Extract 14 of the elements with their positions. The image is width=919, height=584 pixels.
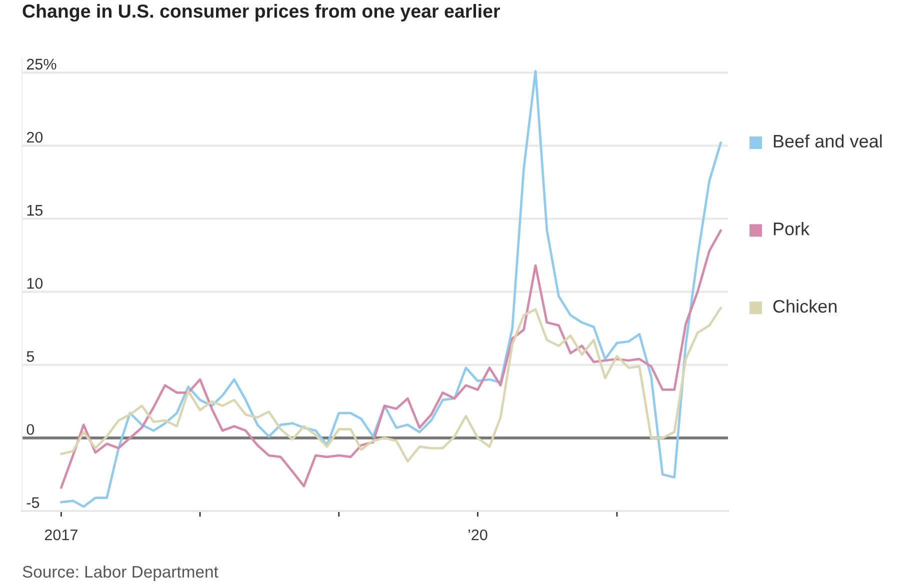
y-tick-label: -5 — [26, 497, 40, 508]
y-tick-label: 15 — [27, 205, 43, 216]
x-tick-label: ’20 — [468, 529, 488, 540]
y-tick-label: 10 — [27, 278, 43, 289]
y-tick-label: 20 — [26, 132, 43, 143]
y-tick-label: 25% — [26, 58, 56, 70]
legend-label: Pork — [774, 222, 810, 236]
source-note: Source: Labor Department — [22, 565, 218, 581]
legend-label: Beef and veal — [774, 134, 882, 148]
y-tick-label: 0 — [26, 424, 34, 435]
y-tick-label: 5 — [26, 351, 34, 362]
legend-label: Chicken — [773, 299, 837, 313]
x-tick-label: 2017 — [44, 529, 78, 540]
chart-title: Change in U.S. consumer prices from one year earlier — [22, 4, 500, 22]
